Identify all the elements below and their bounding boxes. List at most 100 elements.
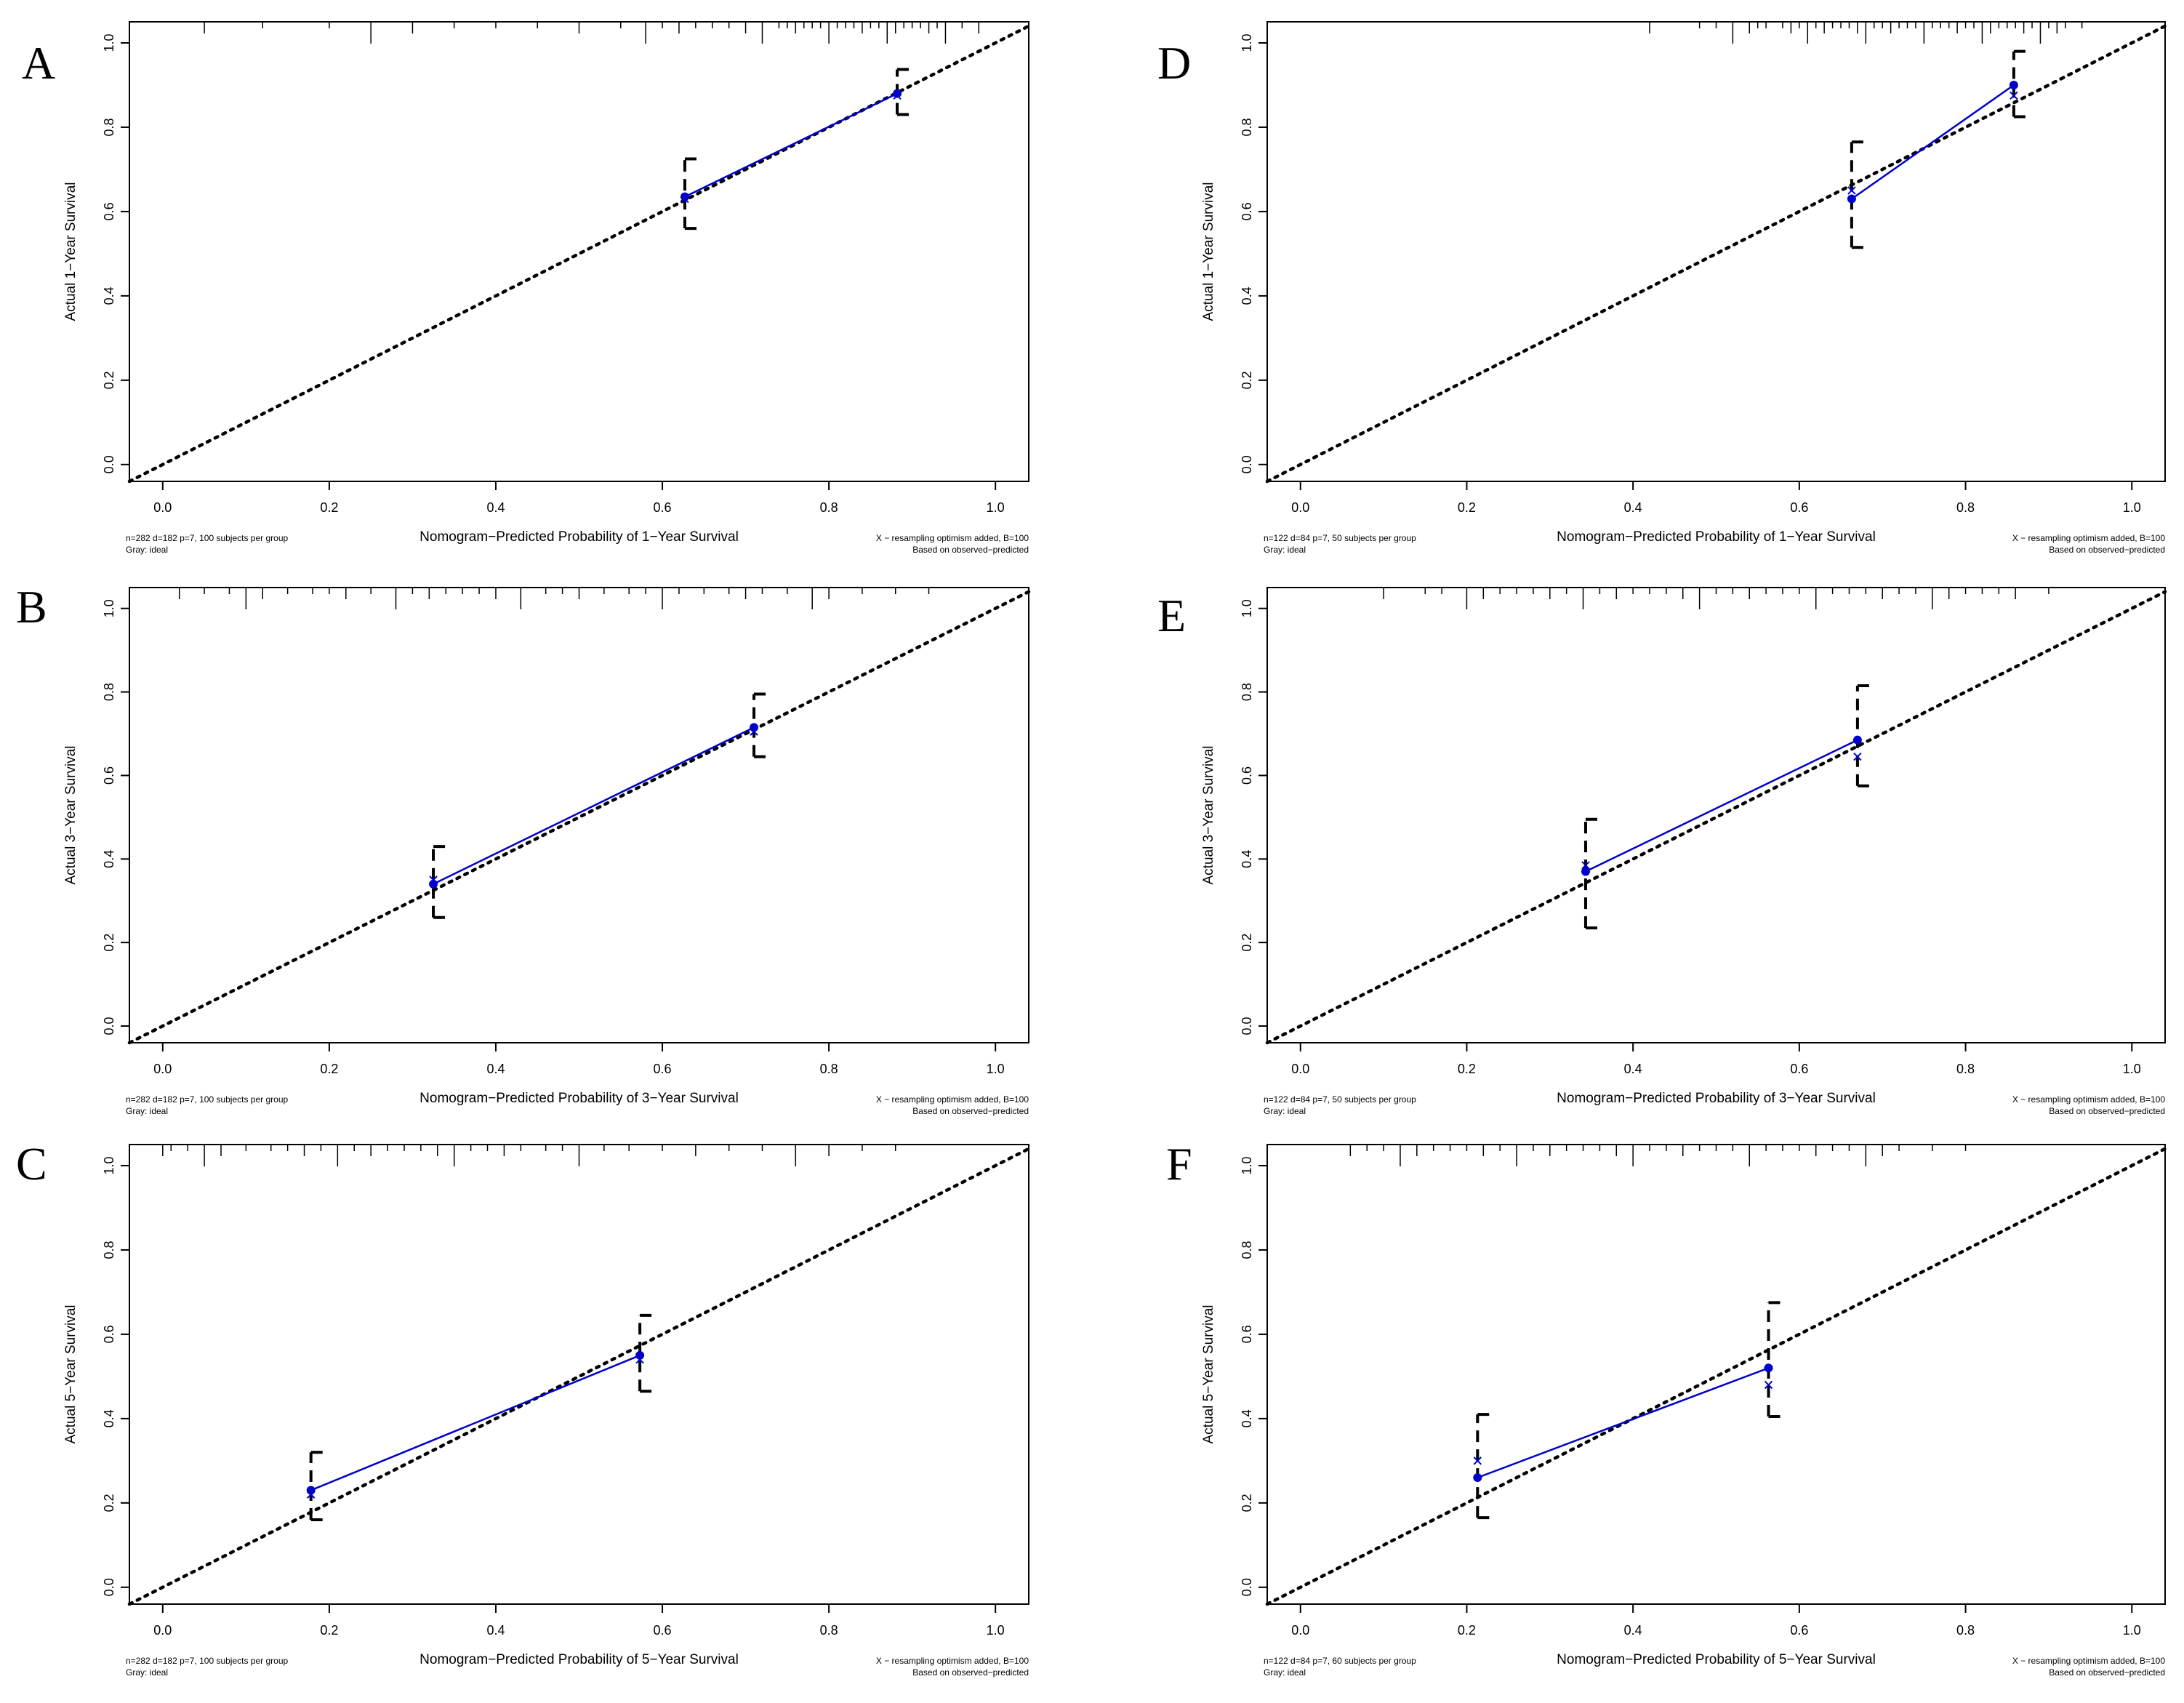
x-tick-label: 0.4 [486,500,505,515]
panel-letter: E [1157,590,1186,641]
observed-point [429,879,438,889]
ideal-line [127,590,1031,1045]
observed-line [1851,84,2015,200]
corrected-x-stroke [750,727,758,736]
x-tick-label: 0.0 [153,1623,172,1638]
y-tick-label: 0.4 [1240,850,1254,868]
corrected-x-marker [635,1355,644,1364]
x-tick-label: 0.0 [1291,500,1309,515]
x-tick-label: 0.2 [320,1623,338,1638]
ideal-line [127,1147,1031,1606]
y-tick-label: 0.4 [1240,1409,1254,1427]
x-tick-label: 1.0 [2123,1062,2141,1076]
footnote-right: X − resampling optimism added, B=100 [876,1656,1029,1666]
x-tick-label: 0.6 [654,500,672,515]
y-tick-label: 0.8 [102,683,116,701]
corrected-x-stroke [1764,1380,1773,1390]
observed-line [684,92,898,198]
x-tick-label: 0.6 [1790,1623,1808,1638]
corrected-x-marker [750,727,758,736]
y-tick-label: 0.6 [102,1325,116,1343]
y-tick-label: 1.0 [1240,599,1254,617]
y-axis-label: Actual 1−Year Survival [63,183,79,321]
footnote-right: Based on observed−predicted [2049,545,2165,555]
y-tick-label: 0.4 [102,850,116,868]
x-tick-label: 0.0 [153,500,172,515]
footnote-left: n=282 d=182 p=7, 100 subjects per group [126,1656,289,1666]
panel-b: B 0.0 0.2 0.4 0.6 0.8 1.0 0.0 0.2 0.4 0.6 0.8 1.0 Nom… [16,581,1031,1116]
corrected-x-stroke [1847,186,1856,195]
x-tick-label: 0.4 [1624,500,1642,515]
corrected-x-stroke [635,1355,644,1364]
x-tick-label: 0.4 [486,1623,505,1638]
corrected-x-marker [1473,1456,1482,1465]
y-tick-label: 0.2 [102,371,116,389]
x-axis-label: Nomogram−Predicted Probability of 5−Year… [1557,1652,1876,1667]
footnote-right: X − resampling optimism added, B=100 [2012,1094,2165,1105]
corrected-x-marker [1581,861,1590,870]
x-tick-label: 0.8 [1956,1623,1975,1638]
footnote-left: Gray: ideal [1264,1667,1306,1678]
observed-point [1473,1473,1482,1483]
corrected-x-stroke [681,194,689,204]
corrected-x-stroke [1473,1456,1482,1465]
corrected-x-marker [1764,1380,1773,1390]
x-tick-label: 0.8 [1956,1062,1975,1076]
footnote-left: Gray: ideal [1264,545,1306,555]
x-tick-label: 0.2 [320,1062,338,1076]
x-tick-label: 0.6 [654,1623,672,1638]
footnote-right: Based on observed−predicted [2049,1667,2165,1678]
y-tick-label: 0.6 [102,202,116,220]
y-tick-label: 0.2 [1240,1494,1254,1512]
x-tick-label: 0.2 [1458,1623,1476,1638]
x-tick-label: 0.8 [820,1623,838,1638]
x-tick-label: 0.4 [1624,1623,1642,1638]
x-tick-label: 1.0 [2123,1623,2141,1638]
y-axis-label: Actual 5−Year Survival [63,1305,79,1444]
x-axis-label: Nomogram−Predicted Probability of 1−Year… [1557,529,1876,545]
y-tick-label: 0.8 [102,1241,116,1259]
x-tick-label: 0.8 [1956,500,1975,515]
x-tick-label: 1.0 [987,1623,1005,1638]
footnote-left: n=122 d=84 p=7, 60 subjects per group [1264,1656,1416,1666]
observed-line [433,726,755,885]
y-axis-label: Actual 3−Year Survival [1201,746,1216,885]
x-tick-label: 0.6 [1790,1062,1808,1076]
corrected-x-marker [306,1490,316,1499]
x-tick-label: 1.0 [987,500,1005,515]
y-tick-label: 0.2 [102,1494,116,1512]
corrected-x-marker [1853,752,1862,761]
corrected-x-marker [2010,91,2018,100]
x-tick-label: 0.2 [1458,1062,1476,1076]
footnote-left: Gray: ideal [126,1667,168,1678]
x-tick-label: 0.8 [820,1062,838,1076]
observed-point [1581,867,1590,876]
panel-letter: F [1166,1138,1192,1190]
x-tick-label: 0.8 [820,500,838,515]
panel-d: D 0.0 0.2 0.4 0.6 0.8 1.0 0.0 0.2 0.4 0.6 0.8 1.0 Nom… [1157,21,2167,555]
corrected-x-stroke [2010,91,2018,100]
x-tick-label: 0.0 [153,1062,172,1076]
y-tick-label: 0.4 [1240,286,1254,305]
observed-point [635,1350,645,1360]
panel-f: F 0.0 0.2 0.4 0.6 0.8 1.0 0.0 0.2 0.4 0.6 0.8 1.0 Nom… [1166,1138,2167,1678]
y-tick-label: 0.2 [1240,934,1254,952]
observed-point [1852,735,1862,745]
footnote-left: n=122 d=84 p=7, 50 subjects per group [1264,1094,1416,1105]
panel-letter: A [22,37,55,89]
footnote-right: X − resampling optimism added, B=100 [876,533,1029,543]
y-axis-label: Actual 3−Year Survival [63,746,79,885]
panel-letter: C [16,1138,47,1190]
y-tick-label: 0.4 [102,1409,116,1427]
y-tick-label: 0.2 [102,934,116,952]
footnote-right: Based on observed−predicted [2049,1106,2165,1116]
observed-point [2009,80,2018,89]
x-axis-label: Nomogram−Predicted Probability of 3−Year… [1557,1091,1876,1106]
y-tick-label: 1.0 [102,599,116,617]
y-tick-label: 1.0 [1240,1156,1254,1174]
footnote-right: X − resampling optimism added, B=100 [2012,533,2165,543]
observed-point [306,1486,316,1495]
x-tick-label: 0.6 [654,1062,672,1076]
ideal-line [1265,590,2167,1045]
